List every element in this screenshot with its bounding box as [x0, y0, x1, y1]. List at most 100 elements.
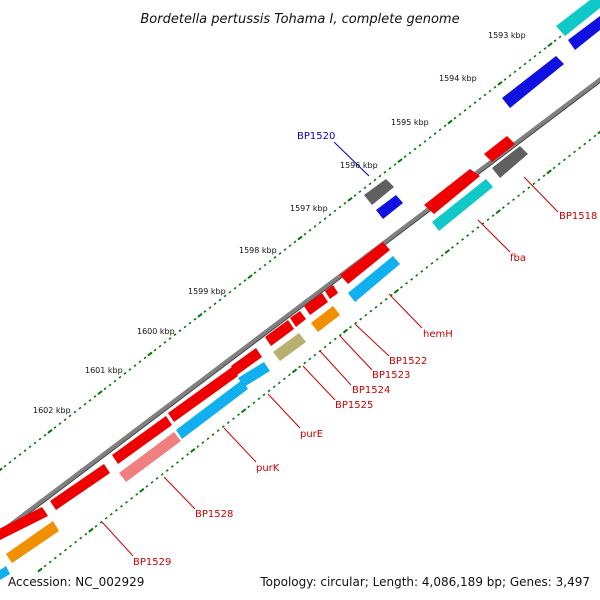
- outer-ring-tick: [468, 105, 472, 108]
- inner-ring-tick: [84, 532, 88, 536]
- label-bp1522[interactable]: BP1522: [389, 356, 427, 367]
- outer-ring-tick: [308, 228, 312, 232]
- inner-ring-tick: [374, 305, 378, 309]
- gene-bp1528-forward[interactable]: [112, 416, 172, 464]
- gene-hemh-cog[interactable]: [348, 256, 400, 302]
- cog-strand-genes: [6, 146, 528, 563]
- label-bp1528[interactable]: BP1528: [195, 509, 233, 520]
- inner-ring-tick: [37, 567, 43, 573]
- outer-ring-tick: [18, 453, 22, 456]
- gene-bp1520-blue[interactable]: [376, 195, 403, 219]
- tick-label-1599: 1599 kbp: [188, 287, 226, 296]
- label-hemh[interactable]: hemH: [423, 329, 453, 340]
- tick-label-1600: 1600 kbp: [137, 327, 175, 336]
- outer-ring-tick: [97, 390, 103, 396]
- inner-ring-tick: [130, 496, 134, 500]
- label-bp1529[interactable]: BP1529: [133, 557, 171, 568]
- inner-ring-tick: [486, 218, 490, 221]
- inner-ring-tick: [240, 408, 247, 414]
- outer-ring-tick: [413, 147, 417, 151]
- inner-ring-tick: [323, 345, 327, 349]
- label-bp1525[interactable]: BP1525: [335, 400, 373, 411]
- inner-ring-tick: [501, 206, 505, 210]
- outer-ring-tick: [338, 205, 342, 209]
- inner-ring-tick: [578, 146, 582, 150]
- outer-ring-tick: [543, 47, 547, 50]
- tick-label-1601: 1601 kbp: [85, 366, 123, 375]
- label-pure[interactable]: purE: [300, 429, 323, 440]
- outer-ring-tick: [558, 35, 562, 39]
- label-bp1518[interactable]: BP1518: [559, 211, 597, 222]
- outer-ring-tick: [343, 201, 347, 205]
- gene-top-blue[interactable]: [568, 16, 600, 50]
- inner-ring-tick: [537, 178, 541, 182]
- outer-ring-tick: [408, 151, 412, 155]
- gene-purk-forward[interactable]: [168, 367, 238, 422]
- outer-ring-tick: [397, 158, 403, 164]
- gene-bp1524-forward[interactable]: [290, 311, 306, 327]
- connector-bp1529: [101, 521, 134, 557]
- inner-ring-tick: [328, 341, 332, 345]
- gene-left-edge-cog[interactable]: [0, 566, 10, 580]
- gene-bp1518-cog[interactable]: [492, 146, 528, 178]
- inner-ring-tick: [369, 309, 373, 313]
- outer-ring-tick: [518, 66, 522, 70]
- inner-ring-tick: [583, 142, 587, 146]
- gene-bp1525-cog[interactable]: [273, 333, 306, 361]
- outer-ring-tick: [78, 406, 82, 410]
- outer-ring-tick: [58, 422, 62, 425]
- outer-ring-tick: [38, 437, 42, 441]
- outer-ring-tick: [538, 51, 542, 54]
- gene-bp1528-cog[interactable]: [119, 432, 181, 482]
- inner-ring-tick: [542, 174, 546, 178]
- inner-ring-tick: [216, 429, 220, 433]
- inner-ring-tick: [359, 317, 363, 321]
- inner-ring-tick: [303, 361, 307, 365]
- label-bp1523[interactable]: BP1523: [372, 370, 410, 381]
- gene-fba-forward[interactable]: [424, 169, 480, 214]
- gene-hemh-forward[interactable]: [340, 242, 390, 284]
- gene-bp1518-forward[interactable]: [484, 136, 515, 162]
- genome-summary-text: Topology: circular; Length: 4,086,189 bp…: [259, 575, 590, 589]
- inner-ring-tick: [415, 273, 419, 277]
- label-bp1520[interactable]: BP1520: [297, 131, 335, 142]
- inner-ring-tick: [252, 401, 256, 405]
- gene-bp1525-forward[interactable]: [265, 320, 294, 346]
- gene-bp1519-blue[interactable]: [502, 56, 564, 108]
- gene-purk-cog[interactable]: [176, 380, 248, 439]
- outer-ring-tick: [273, 255, 277, 259]
- outer-ring-tick: [253, 271, 257, 275]
- outer-ring-tick: [158, 344, 162, 348]
- label-bp1524[interactable]: BP1524: [352, 385, 390, 396]
- gene-pure-forward[interactable]: [231, 348, 262, 375]
- inner-ring-tick: [495, 209, 501, 215]
- label-fba[interactable]: fba: [510, 253, 526, 264]
- forward-strand-genes: [0, 136, 515, 540]
- inner-ring-tick: [308, 357, 312, 361]
- connector-bp1522: [354, 323, 390, 357]
- outer-ring-tick: [238, 283, 242, 286]
- outer-ring-tick: [147, 351, 153, 357]
- gene-bp1529-forward[interactable]: [50, 464, 110, 510]
- gene-fba-cog[interactable]: [432, 179, 493, 231]
- gene-bp1522-forward[interactable]: [325, 285, 338, 299]
- inner-ring-tick: [491, 214, 495, 217]
- gene-pure-cog[interactable]: [238, 362, 270, 387]
- inner-ring-tick: [94, 524, 98, 528]
- inner-ring-tick: [190, 448, 196, 453]
- outer-ring-tick: [138, 360, 142, 364]
- inner-ring-tick: [393, 288, 400, 294]
- outer-ring-tick: [493, 85, 497, 89]
- outer-ring-tick: [63, 418, 67, 422]
- inner-ring-tick: [291, 368, 298, 374]
- outer-ring-tick: [483, 93, 487, 97]
- gene-bp1529-cog[interactable]: [6, 521, 59, 563]
- gene-top-cyan[interactable]: [556, 0, 600, 36]
- gene-left-edge-forward[interactable]: [0, 507, 48, 540]
- gene-bp1524-cog[interactable]: [311, 306, 340, 332]
- gene-bp1520-gray[interactable]: [364, 179, 394, 205]
- label-purk[interactable]: purK: [256, 463, 280, 474]
- outer-ring-tick: [418, 143, 422, 147]
- gene-bp1523-forward[interactable]: [304, 293, 328, 315]
- outer-ring-tick: [68, 414, 72, 418]
